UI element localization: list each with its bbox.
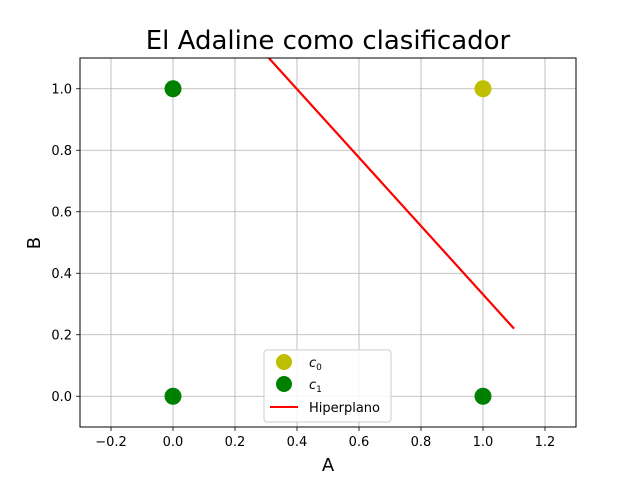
- legend-box: [263, 349, 392, 423]
- x-tick-label: 0.6: [349, 435, 370, 450]
- x-axis-label: A: [322, 455, 335, 476]
- chart-title: El Adaline como clasificador: [146, 26, 511, 56]
- points-layer: [164, 80, 492, 405]
- y-axis-label: B: [24, 237, 45, 249]
- x-tick-label: 1.2: [535, 435, 556, 450]
- legend: c0 c1 Hiperplano: [263, 349, 392, 423]
- y-axis-ticks: 0.0 0.2 0.4 0.6 0.8 1.0: [51, 82, 80, 405]
- legend-label-c0: c0: [309, 356, 322, 373]
- legend-label-hiperplano: Hiperplano: [309, 401, 380, 416]
- y-tick-label: 0.2: [51, 328, 72, 343]
- hyperplane-layer: [267, 58, 515, 330]
- x-tick-label: 1.0: [473, 435, 494, 450]
- y-tick-label: 0.0: [51, 390, 72, 405]
- x-axis-ticks: −0.2 0.0 0.2 0.4 0.6 0.8 1.0 1.2: [95, 427, 555, 450]
- hyperplane-line: [267, 58, 515, 330]
- y-tick-label: 1.0: [51, 82, 72, 97]
- legend-marker-c0: [276, 354, 292, 370]
- x-tick-label: −0.2: [95, 435, 127, 450]
- x-tick-label: 0.0: [163, 435, 184, 450]
- y-tick-label: 0.4: [51, 267, 72, 282]
- plot-frame: [79, 57, 577, 428]
- legend-label-c1: c1: [309, 378, 322, 395]
- data-point-c1: [474, 387, 492, 405]
- x-tick-label: 0.8: [411, 435, 432, 450]
- grid: [80, 58, 576, 427]
- data-point-c1: [164, 80, 182, 98]
- y-tick-label: 0.8: [51, 144, 72, 159]
- data-point-c1: [164, 387, 182, 405]
- data-point-c0: [474, 80, 492, 98]
- x-tick-label: 0.2: [225, 435, 246, 450]
- y-tick-label: 0.6: [51, 205, 72, 220]
- legend-marker-c1: [276, 376, 292, 392]
- x-tick-label: 0.4: [287, 435, 308, 450]
